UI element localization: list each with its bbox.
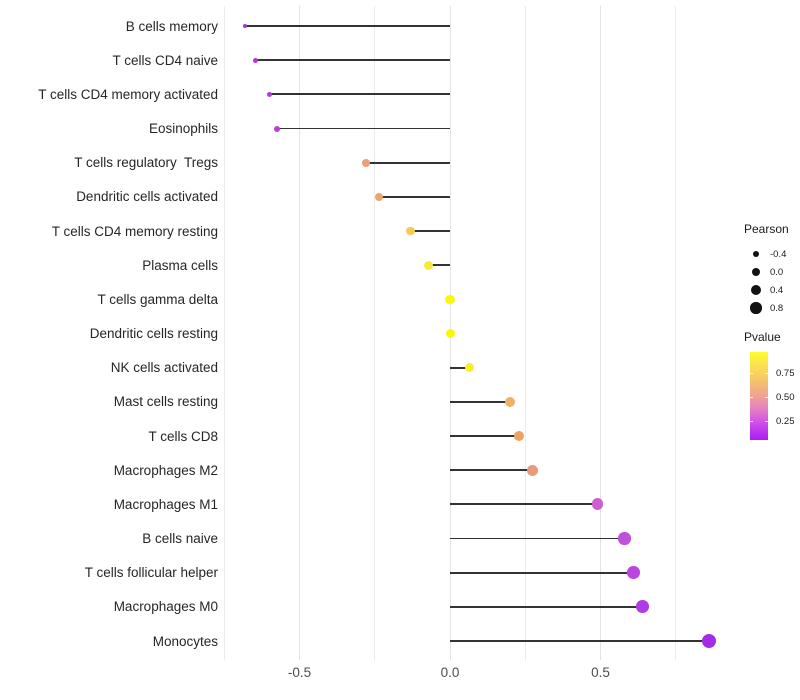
lollipop-stick [450, 605, 643, 608]
lollipop-stick [428, 264, 450, 266]
gridline [223, 6, 225, 660]
lollipop-stick [450, 537, 625, 540]
lollipop-stick [379, 195, 450, 198]
lollipop-dot [527, 464, 539, 476]
lollipop-stick [450, 640, 709, 642]
lollipop-stick [450, 503, 598, 506]
category-label: T cells CD4 memory resting [51, 223, 218, 239]
gridline [299, 6, 300, 660]
pvalue-tick-label: 0.50 [776, 392, 795, 403]
lollipop-dot [361, 158, 370, 167]
lollipop-stick [255, 59, 450, 61]
legend-size-label: 0.0 [770, 267, 784, 278]
legend-size-label: 0.8 [770, 303, 784, 314]
lollipop-stick [269, 93, 450, 96]
lollipop-stick [450, 400, 511, 403]
lollipop-dot [266, 91, 273, 98]
lollipop-dot [375, 192, 384, 201]
gridline [524, 6, 526, 660]
category-label: Macrophages M0 [113, 599, 218, 615]
lollipop-stick [450, 571, 634, 574]
gridline [675, 6, 677, 660]
pvalue-bar-tick [750, 373, 753, 374]
lollipop-dot [406, 226, 416, 236]
pvalue-bar-tick [765, 421, 768, 422]
lollipop-dot [253, 57, 259, 63]
lollipop-dot [445, 294, 455, 304]
category-label: Dendritic cells activated [76, 189, 218, 205]
x-tick-label: 0.0 [440, 665, 460, 680]
category-label: Macrophages M1 [113, 496, 218, 512]
legend-pearson-title: Pearson [744, 222, 789, 236]
legend-size-label: 0.4 [770, 285, 784, 296]
legend-pvalue-title: Pvalue [744, 330, 781, 344]
category-label: T cells gamma delta [97, 291, 218, 307]
x-tick-label: 0.5 [591, 665, 610, 680]
category-label: Dendritic cells resting [89, 326, 218, 341]
lollipop-stick [245, 25, 450, 27]
gridline [600, 6, 601, 660]
lollipop-dot [618, 532, 631, 545]
lollipop-dot [464, 362, 475, 373]
category-label: B cells memory [125, 18, 218, 34]
pvalue-tick-label: 0.25 [776, 416, 795, 427]
legend-size-circle [750, 302, 762, 314]
lollipop-stick [410, 230, 450, 232]
lollipop-stick [365, 161, 450, 164]
category-label: B cells naive [142, 531, 218, 546]
lollipop-dot [591, 498, 604, 511]
legend-size-label: -0.4 [770, 249, 787, 260]
lollipop-dot [636, 600, 649, 614]
lollipop-dot [446, 328, 456, 339]
category-label: Eosinophils [148, 121, 218, 136]
lollipop-stick [450, 469, 533, 471]
lollipop-dot [701, 634, 716, 648]
gridline [374, 6, 376, 660]
x-tick-label: -0.5 [287, 665, 312, 680]
legend-size-circle [750, 284, 762, 296]
lollipop-stick [450, 366, 470, 369]
category-label: Monocytes [152, 633, 218, 649]
category-label: NK cells activated [110, 360, 218, 376]
lollipop-dot [424, 260, 434, 270]
lollipop-dot [273, 125, 280, 132]
category-label: Macrophages M2 [113, 462, 218, 478]
lollipop-dot [514, 430, 525, 442]
category-label: T cells CD4 memory activated [38, 86, 218, 102]
lollipop-dot [243, 23, 248, 29]
legend-size-circle [752, 250, 760, 258]
category-label: Mast cells resting [113, 394, 218, 410]
lollipop-stick [450, 435, 520, 437]
category-label: T cells CD8 [148, 428, 218, 444]
pvalue-bar-tick [765, 373, 768, 374]
lollipop-stick [276, 127, 450, 130]
category-label: Plasma cells [142, 257, 218, 273]
category-label: T cells regulatory Tregs [74, 155, 218, 171]
category-label: T cells follicular helper [84, 565, 218, 581]
legend-size-circle [751, 267, 761, 277]
pvalue-bar-tick [765, 397, 768, 398]
lollipop-dot [505, 396, 516, 407]
pvalue-bar-tick [750, 397, 753, 398]
lollipop-dot [627, 566, 640, 579]
pvalue-tick-label: 0.75 [776, 368, 795, 379]
pvalue-gradient-bar [750, 352, 768, 440]
pvalue-bar-tick [750, 421, 753, 422]
category-label: T cells CD4 naive [112, 52, 218, 68]
